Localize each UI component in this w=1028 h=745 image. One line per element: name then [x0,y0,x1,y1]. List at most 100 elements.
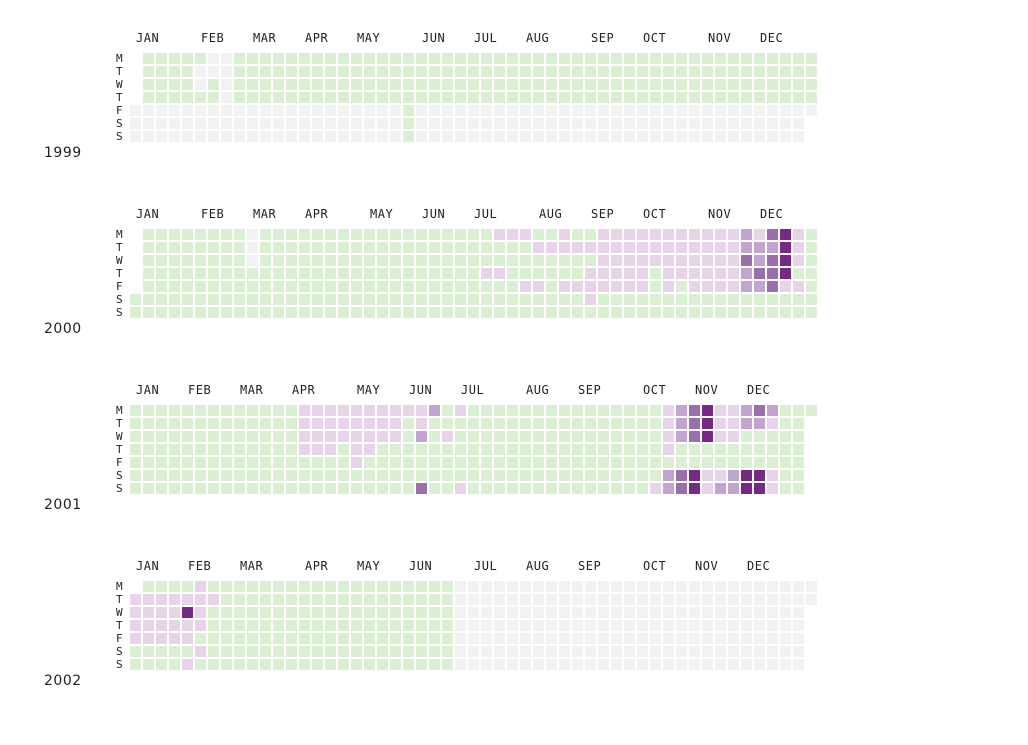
day-cell [299,405,310,416]
day-cell [728,405,739,416]
day-cell [325,418,336,429]
year-block-2000: JAN FEB MAR APR MAY JUN JUL AUG SEP OCT NOV DECMTWT… [44,207,817,337]
day-cell [728,444,739,455]
day-cell [299,294,310,305]
month-label-aug: AUG [539,207,562,221]
day-cell [169,594,180,605]
day-cell [533,92,544,103]
day-cell [546,92,557,103]
day-cell [390,92,401,103]
weekday-label: M [116,580,123,593]
day-cell [156,405,167,416]
day-cell [663,594,674,605]
day-cell [598,79,609,90]
day-cell [260,633,271,644]
day-cell [234,105,245,116]
day-cell [481,255,492,266]
day-cell [702,268,713,279]
day-cell [728,92,739,103]
day-cell [208,633,219,644]
day-cell [208,607,219,618]
day-cell [611,53,622,64]
day-cell [260,431,271,442]
day-cell [520,281,531,292]
day-cell [559,66,570,77]
day-cell [559,307,570,318]
day-cell [559,581,570,592]
day-cell [130,633,141,644]
day-cell [546,131,557,142]
day-cell [299,620,310,631]
day-cell [416,229,427,240]
day-cell [728,418,739,429]
day-cell [481,53,492,64]
day-cell [221,620,232,631]
day-cell [247,646,258,657]
day-cell [442,470,453,481]
day-cell [390,470,401,481]
day-cell [754,268,765,279]
day-cell [325,131,336,142]
day-cell [806,294,817,305]
day-cell [585,431,596,442]
day-cell [351,444,362,455]
day-cell [637,607,648,618]
day-cell [416,79,427,90]
day-cell [442,255,453,266]
day-cell [416,105,427,116]
day-cell [611,79,622,90]
day-cell [767,281,778,292]
day-cell [585,53,596,64]
day-cell [195,79,206,90]
day-cell [442,66,453,77]
month-label-mar: MAR [253,207,276,221]
day-cell [325,281,336,292]
day-cell [286,53,297,64]
day-cell [273,229,284,240]
day-cell [559,457,570,468]
day-cell [806,105,817,116]
day-cell [390,118,401,129]
day-cell [156,268,167,279]
day-cell [780,294,791,305]
day-cell [325,268,336,279]
day-cell [260,607,271,618]
day-cell [156,53,167,64]
day-cell [611,457,622,468]
day-cell [637,633,648,644]
day-cell [741,405,752,416]
day-cell [286,620,297,631]
day-cell [754,255,765,266]
day-cell [195,294,206,305]
day-cell [793,92,804,103]
day-cell [546,594,557,605]
day-cell [520,633,531,644]
day-cell [559,105,570,116]
day-cell [598,294,609,305]
day-cell [286,646,297,657]
day-cell [754,444,765,455]
day-cell [338,118,349,129]
day-cell [208,105,219,116]
day-cell [429,92,440,103]
day-cell [715,268,726,279]
day-cell [585,66,596,77]
day-cell [689,105,700,116]
day-cell [468,581,479,592]
day-cell [221,581,232,592]
day-cell [754,53,765,64]
day-cell [650,105,661,116]
day-cell [143,281,154,292]
day-cell [611,659,622,670]
day-cell [299,483,310,494]
day-cell [533,307,544,318]
day-cell [533,483,544,494]
day-cell [637,268,648,279]
weekday-label: S [116,469,123,482]
day-cell [247,281,258,292]
day-cell [416,405,427,416]
day-cell [130,659,141,670]
day-cell [377,118,388,129]
day-cell [715,79,726,90]
day-cell [182,581,193,592]
